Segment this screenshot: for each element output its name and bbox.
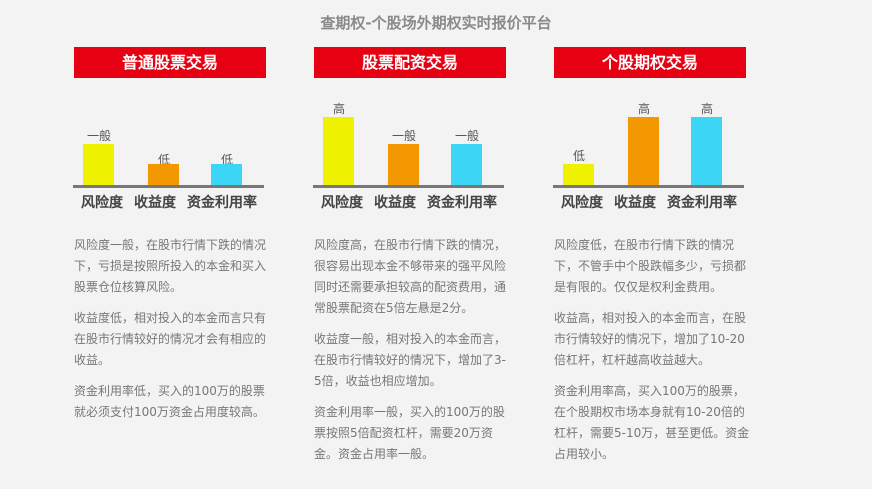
bar bbox=[451, 144, 482, 185]
axis-label: 收益度 bbox=[614, 195, 656, 211]
paragraph: 资金利用率低，买入的100万的股票就必须支付100万资金占用度较高。 bbox=[74, 384, 265, 419]
panel: 股票配资交易 高 一般 一般 风险度 收益度 资金利用率 风险度高，在股市行情下… bbox=[313, 0, 514, 489]
bar bbox=[691, 117, 722, 185]
baseline bbox=[553, 185, 744, 188]
paragraph: 收益高，相对投入的本金而言，在股市行情较好的情况下，增加了10-20倍杠杆，杠杆… bbox=[554, 311, 747, 367]
panel-heading: 股票配资交易 bbox=[314, 47, 506, 78]
description: 风险度高，在股市行情下跌的情况，很容易出现本金不够带来的强平风险同时还需要承担较… bbox=[314, 235, 512, 475]
bar bbox=[148, 164, 179, 185]
panel-heading: 普通股票交易 bbox=[74, 47, 266, 78]
baseline bbox=[73, 185, 264, 188]
description: 风险度一般，在股市行情下跌的情况下，亏损是按照所投入的本金和买入股票仓位核算风险… bbox=[74, 235, 272, 433]
bar bbox=[83, 144, 114, 185]
bar bbox=[211, 164, 242, 185]
bar bbox=[628, 117, 659, 185]
paragraph: 资金利用率高，买入100万的股票，在个股期权市场本身就有10-20倍的杠杆，需要… bbox=[554, 384, 750, 461]
level-label: 低 bbox=[220, 153, 233, 167]
baseline bbox=[313, 185, 504, 188]
axis-label: 资金利用率 bbox=[427, 195, 497, 211]
axis-label: 收益度 bbox=[374, 195, 416, 211]
axis-label: 风险度 bbox=[81, 195, 123, 211]
panel: 个股期权交易 低 高 高 风险度 收益度 资金利用率 风险度低，在股市行情下跌的… bbox=[553, 0, 754, 489]
panel-heading: 个股期权交易 bbox=[554, 47, 746, 78]
level-label: 低 bbox=[572, 149, 585, 163]
level-label: 高 bbox=[332, 102, 345, 116]
axis-label: 风险度 bbox=[321, 195, 363, 211]
axis-label: 收益度 bbox=[134, 195, 176, 211]
paragraph: 风险度低，在股市行情下跌的情况下，不管手中个股跌幅多少，亏损都是有限的。仅仅是权… bbox=[554, 238, 747, 294]
level-label: 一般 bbox=[391, 129, 416, 143]
paragraph: 资金利用率一般，买入的100万的股票按照5倍配资杠杆，需要20万资金。资金占用率… bbox=[314, 405, 505, 461]
bar bbox=[563, 164, 594, 185]
level-label: 高 bbox=[637, 102, 650, 116]
paragraph: 风险度高，在股市行情下跌的情况，很容易出现本金不够带来的强平风险同时还需要承担较… bbox=[314, 238, 507, 315]
axis-label: 资金利用率 bbox=[187, 195, 257, 211]
level-label: 高 bbox=[700, 102, 713, 116]
paragraph: 收益度一般，相对投入的本金而言，在股市行情较好的情况下，增加了3-5倍，收益也相… bbox=[314, 332, 507, 388]
paragraph: 风险度一般，在股市行情下跌的情况下，亏损是按照所投入的本金和买入股票仓位核算风险… bbox=[74, 238, 267, 294]
level-label: 一般 bbox=[86, 129, 111, 143]
description: 风险度低，在股市行情下跌的情况下，不管手中个股跌幅多少，亏损都是有限的。仅仅是权… bbox=[554, 235, 752, 475]
bar bbox=[323, 117, 354, 185]
level-label: 一般 bbox=[454, 129, 479, 143]
axis-label: 风险度 bbox=[561, 195, 603, 211]
bar bbox=[388, 144, 419, 185]
level-label: 低 bbox=[157, 153, 170, 167]
page-title: 查期权-个股场外期权实时报价平台 bbox=[320, 14, 552, 32]
axis-label: 资金利用率 bbox=[667, 195, 737, 211]
panel: 普通股票交易 一般 低 低 风险度 收益度 资金利用率 风险度一般，在股市行情下… bbox=[73, 0, 274, 489]
paragraph: 收益度低，相对投入的本金而言只有在股市行情较好的情况才会有相应的收益。 bbox=[74, 311, 267, 367]
